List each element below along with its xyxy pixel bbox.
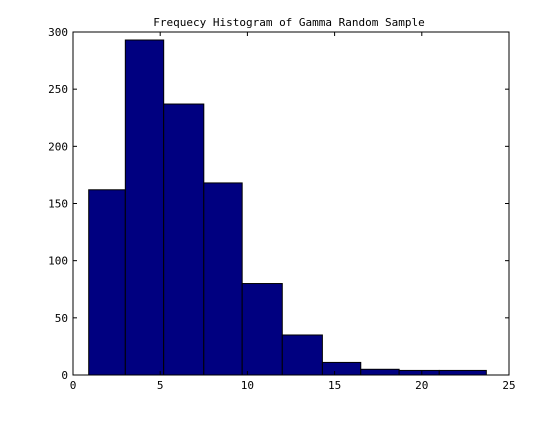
x-tick-label: 5 — [157, 379, 164, 392]
histogram-bar-5 — [241, 283, 283, 376]
y-tick-label: 300 — [48, 26, 68, 39]
x-tick-label: 15 — [328, 379, 341, 392]
histogram-bar-8 — [360, 368, 400, 376]
x-tick-label: 10 — [241, 379, 254, 392]
chart-title: Frequecy Histogram of Gamma Random Sampl… — [153, 16, 425, 29]
x-tick-label: 0 — [70, 379, 77, 392]
histogram-bar-2 — [124, 39, 165, 376]
y-tick-label: 200 — [48, 140, 68, 153]
y-tick-label: 0 — [61, 369, 68, 382]
histogram-bar-3 — [163, 103, 205, 376]
x-tick-label: 20 — [415, 379, 428, 392]
histogram-bar-7 — [321, 361, 362, 376]
histogram-bar-6 — [281, 334, 323, 376]
y-tick-label: 100 — [48, 255, 68, 268]
x-axis-ticks: 0 5 10 15 20 25 — [70, 32, 516, 392]
y-axis-ticks: 0 50 100 150 200 250 300 — [48, 26, 509, 382]
histogram-bar-1 — [88, 189, 126, 376]
x-tick-label: 25 — [502, 379, 515, 392]
histogram-bar-10 — [438, 369, 487, 376]
histogram-bar-4 — [203, 182, 243, 376]
histogram-bars — [88, 39, 487, 376]
y-tick-label: 250 — [48, 83, 68, 96]
y-tick-label: 50 — [55, 312, 68, 325]
y-tick-label: 150 — [48, 198, 68, 211]
histogram-bar-9 — [398, 369, 440, 376]
